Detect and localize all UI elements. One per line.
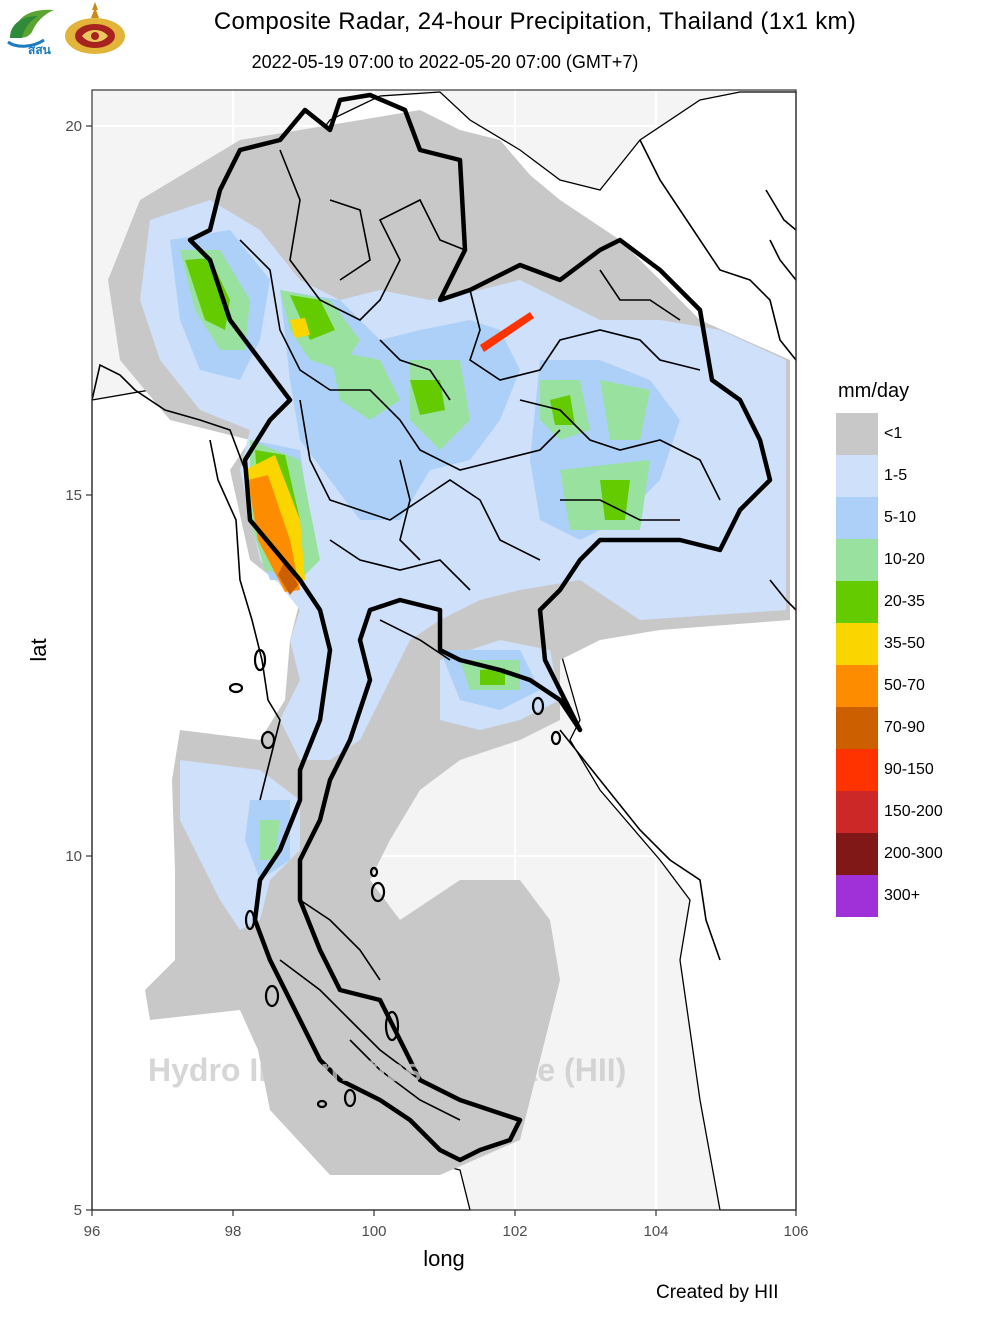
x-tick-label: 96	[84, 1223, 101, 1240]
map-title: Composite Radar, 24-hour Precipitation, …	[213, 8, 857, 35]
legend-item: 50-70	[836, 665, 986, 707]
axis-tick-marks	[86, 125, 797, 1216]
legend-label: <1	[884, 425, 903, 442]
x-tick-label: 100	[361, 1223, 386, 1240]
legend-item: 70-90	[836, 707, 986, 749]
logo-a-text: สสน	[28, 43, 52, 56]
royal-emblem-logo-icon	[65, 2, 125, 54]
plot-frame	[91, 89, 797, 1211]
legend-label: 1-5	[884, 467, 908, 484]
watermark-text: Hydro Informatics Institute (HII)	[148, 1052, 627, 1088]
legend-label: 35-50	[884, 635, 925, 652]
legend-label: 200-300	[884, 845, 943, 862]
legend-label: 150-200	[884, 803, 943, 820]
legend-swatch	[836, 791, 878, 833]
legend-item: 35-50	[836, 623, 986, 665]
legend-item: 1-5	[836, 455, 986, 497]
legend-swatch	[836, 413, 878, 455]
water-agency-logo-icon: สสน	[7, 9, 54, 56]
legend-swatch	[836, 539, 878, 581]
x-tick-labels: 96 98 100 102 104 106	[84, 1223, 809, 1240]
legend-swatch	[836, 833, 878, 875]
precip-90-150	[480, 312, 534, 352]
x-tick-label: 104	[643, 1223, 668, 1240]
credit-text: Created by HII	[656, 1282, 779, 1303]
x-axis-title: long	[423, 1246, 465, 1271]
legend-title: mm/day	[838, 380, 910, 402]
legend-item: 300+	[836, 875, 986, 917]
y-tick-labels: 5 10 15 20	[65, 118, 82, 1219]
precip-70-90	[278, 560, 298, 595]
legend-label: 20-35	[884, 593, 925, 610]
legend-swatch	[836, 875, 878, 917]
x-tick-label: 98	[225, 1223, 242, 1240]
province-boundaries	[239, 149, 721, 1121]
legend-item: <1	[836, 413, 986, 455]
y-tick-label: 15	[65, 487, 82, 504]
legend-swatch	[836, 749, 878, 791]
islands	[228, 648, 562, 1109]
y-tick-label: 10	[65, 848, 82, 865]
legend-swatch	[836, 665, 878, 707]
x-tick-label: 102	[502, 1223, 527, 1240]
x-tick-label: 106	[783, 1223, 808, 1240]
map-subtitle: 2022-05-19 07:00 to 2022-05-20 07:00 (GM…	[251, 52, 639, 72]
y-axis-title: lat	[26, 638, 51, 661]
legend-label: 5-10	[884, 509, 917, 526]
legend-swatch	[836, 707, 878, 749]
legend-item: 10-20	[836, 539, 986, 581]
legend-item: 150-200	[836, 791, 986, 833]
thailand-boundary	[187, 92, 773, 1163]
y-tick-label: 5	[74, 1202, 82, 1219]
legend-swatch	[836, 623, 878, 665]
legend-swatch	[836, 497, 878, 539]
legend-swatch	[836, 581, 878, 623]
legend-label: 70-90	[884, 719, 925, 736]
y-tick-label: 20	[65, 118, 82, 135]
legend: mm/day <1 1-5 5-10 10-20 20-35 35-50 50-70 70-9…	[836, 380, 986, 917]
legend-label: 50-70	[884, 677, 925, 694]
legend-item: 90-150	[836, 749, 986, 791]
legend-item: 200-300	[836, 833, 986, 875]
legend-item: 20-35	[836, 581, 986, 623]
legend-swatch	[836, 455, 878, 497]
legend-item: 5-10	[836, 497, 986, 539]
legend-items: <1 1-5 5-10 10-20 20-35 35-50 50-70 70-90 90-150…	[836, 413, 986, 917]
legend-label: 10-20	[884, 551, 925, 568]
legend-label: 90-150	[884, 761, 934, 778]
legend-label: 300+	[884, 887, 921, 904]
